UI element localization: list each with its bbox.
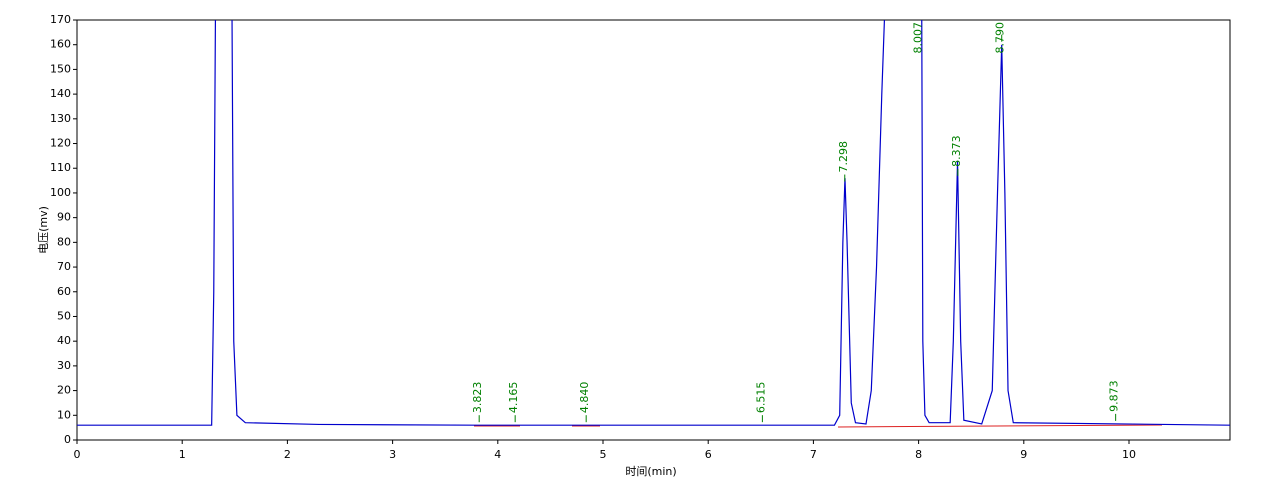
- peak-label: 3.823: [471, 382, 484, 414]
- y-tick-label: 150: [50, 62, 71, 75]
- x-tick-label: 7: [810, 448, 817, 461]
- x-tick-label: 5: [600, 448, 607, 461]
- trace: [77, 20, 1230, 426]
- trace-group: [77, 20, 1230, 426]
- plot-frame: [76, 19, 1231, 441]
- peak-label: 8.790: [994, 22, 1007, 54]
- peak-label: 4.840: [578, 382, 591, 414]
- y-tick-label: 110: [50, 161, 71, 174]
- y-tick-label: 130: [50, 112, 71, 125]
- x-tick-label: 6: [705, 448, 712, 461]
- x-tick-label: 1: [179, 448, 186, 461]
- x-tick-label: 0: [74, 448, 81, 461]
- y-tick-label: 10: [57, 408, 71, 421]
- peak-label: 8.007: [911, 22, 924, 54]
- y-tick-label: 140: [50, 87, 71, 100]
- y-tick-label: 40: [57, 334, 71, 347]
- x-tick-label: 2: [284, 448, 291, 461]
- y-tick-label: 0: [64, 433, 71, 446]
- x-tick-label: 9: [1020, 448, 1027, 461]
- integration-baselines: [474, 424, 1163, 428]
- y-tick-label: 170: [50, 13, 71, 26]
- y-axis-label: 电压(mv): [37, 206, 50, 254]
- peak-label: 8.373: [950, 135, 963, 167]
- x-tick-label: 8: [915, 448, 922, 461]
- y-tick-label: 100: [50, 186, 71, 199]
- x-tick-label: 3: [389, 448, 396, 461]
- x-tick-label: 10: [1122, 448, 1136, 461]
- y-tick-label: 70: [57, 260, 71, 273]
- peak-label: 9.873: [1108, 380, 1121, 412]
- y-tick-label: 80: [57, 235, 71, 248]
- y-tick-label: 60: [57, 285, 71, 298]
- y-tick-label: 120: [50, 137, 71, 150]
- y-tick-label: 50: [57, 309, 71, 322]
- y-tick-label: 160: [50, 38, 71, 51]
- peak-label: 7.298: [837, 141, 850, 173]
- peak-label: 6.515: [754, 382, 767, 414]
- y-tick-label: 20: [57, 384, 71, 397]
- y-tick-label: 30: [57, 359, 71, 372]
- x-axis-label: 时间(min): [625, 465, 676, 478]
- y-tick-label: 90: [57, 211, 71, 224]
- x-tick-label: 4: [494, 448, 501, 461]
- peak-label: 4.165: [507, 382, 520, 414]
